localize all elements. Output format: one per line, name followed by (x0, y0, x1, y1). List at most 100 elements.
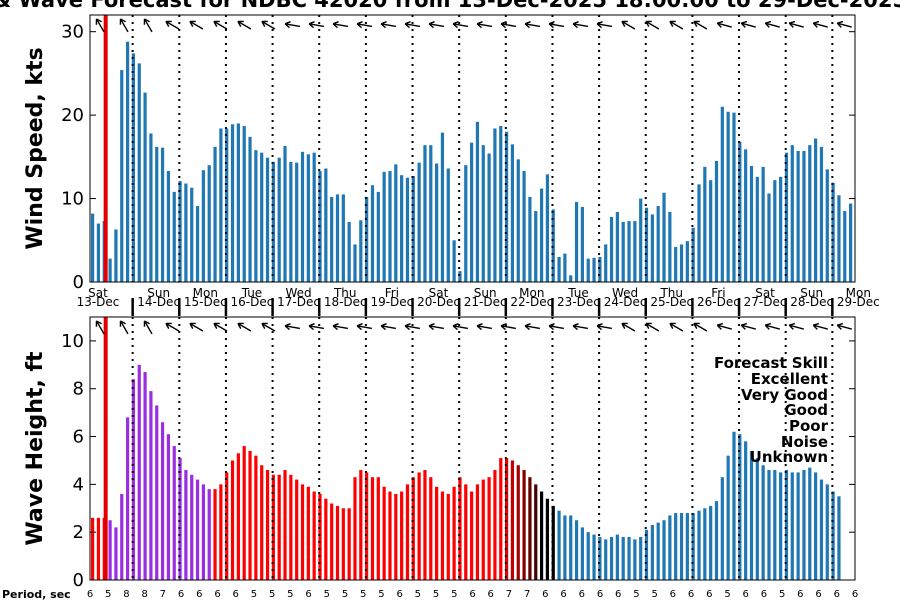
wave-bar (510, 460, 515, 580)
period-value: 5 (360, 589, 366, 600)
wave-bar (720, 477, 724, 580)
wind-bar (242, 125, 246, 282)
chart-title: & Wave Forecast for NDBC 42020 from 13-D… (0, 0, 900, 12)
wind-bar (230, 124, 235, 282)
wave-bar (633, 539, 637, 580)
wave-bar (592, 534, 596, 580)
wave-axes-frame (89, 316, 856, 581)
wave-bar (312, 491, 316, 580)
period-value: 6 (196, 589, 202, 600)
direction-arrow (261, 20, 276, 30)
wind-bar (166, 171, 171, 282)
wave-bar (534, 484, 538, 580)
wind-bar (504, 131, 509, 282)
wind-bar (493, 128, 497, 282)
direction-arrow (284, 21, 301, 29)
wind-bar (586, 258, 590, 282)
wind-axes-frame (89, 14, 856, 283)
day-name-label: Thu (659, 286, 683, 300)
wave-bar (569, 515, 573, 580)
wind-bar (219, 128, 223, 282)
wind-bar (120, 70, 124, 282)
day-date-label: 28-Dec (790, 295, 833, 309)
wave-bar (557, 510, 561, 580)
wave-bar (481, 479, 485, 580)
direction-arrow (237, 20, 252, 30)
direction-arrow (356, 323, 373, 331)
wind-bar (656, 206, 660, 282)
period-value: 5 (378, 589, 384, 600)
y-tick-label: 10 (61, 331, 84, 352)
wind-bar (837, 195, 841, 282)
wave-bar (539, 491, 544, 580)
wind-bar (615, 211, 619, 282)
direction-arrow (308, 323, 325, 331)
y-tick-label: 8 (73, 379, 84, 400)
wind-bar (382, 171, 386, 282)
day-date-label: 21-Dec (464, 295, 507, 309)
day-date-label: 24-Dec (604, 295, 647, 309)
wave-bar (120, 493, 124, 580)
wind-bar (627, 221, 631, 282)
wave-bar (604, 539, 608, 580)
wave-bar (679, 513, 684, 580)
wave-bar (726, 455, 730, 580)
period-value: 6 (579, 589, 585, 600)
wave-bar (709, 505, 713, 580)
day-name-label: Sat (755, 286, 775, 300)
wave-bar (300, 484, 305, 580)
wind-bar (195, 206, 200, 282)
wave-bar (790, 472, 794, 580)
wave-bar (574, 520, 579, 580)
wave-bar (324, 498, 328, 580)
wind-bar (662, 192, 666, 282)
wave-bar (470, 491, 474, 580)
wind-bar (254, 150, 258, 282)
wave-bar (435, 486, 439, 580)
wind-bar (306, 154, 310, 282)
wind-bar (91, 213, 95, 282)
day-name-label: Sun (474, 286, 497, 300)
day-date-label: 19-Dec (370, 295, 413, 309)
wind-bar (644, 207, 649, 282)
wind-bar (499, 125, 503, 282)
direction-arrow (693, 322, 708, 332)
direction-arrow (356, 21, 373, 29)
wind-bar (359, 220, 363, 282)
period-value: 6 (597, 589, 603, 600)
direction-arrow (428, 323, 445, 331)
day-name-label: Thu (333, 286, 357, 300)
day-name-label: Sun (147, 286, 170, 300)
wave-bar (668, 515, 672, 580)
direction-arrow (621, 20, 636, 30)
wind-bar (312, 152, 316, 282)
legend-item-poor: Poor (789, 417, 829, 435)
day-labels: Sat13-DecSun14-DecMon15-DecTue16-DecWed1… (77, 286, 880, 316)
wind-bar (551, 209, 555, 282)
wave-bar (359, 470, 363, 580)
direction-arrow (524, 323, 541, 331)
direction-arrow (189, 20, 204, 30)
period-label: Period, sec (2, 588, 71, 600)
period-value: 6 (178, 589, 184, 600)
period-row: Period, sec 6 5 8 8 7 6 6 6 6 5 5 5 6 5 5 5 5 6 5 5 5 6 6 7 7 6 6 6… (2, 588, 858, 601)
wave-bar (773, 470, 777, 580)
wind-bar (604, 244, 608, 282)
wind-bar (639, 198, 643, 282)
legend-title: Forecast Skill (714, 354, 828, 372)
direction-arrow (572, 323, 589, 331)
direction-arrow (500, 323, 517, 331)
wave-bar (504, 458, 509, 580)
wave-bar (213, 489, 217, 580)
wave-bar (697, 510, 701, 580)
wave-bar (685, 513, 689, 580)
direction-arrow (284, 323, 301, 331)
direction-arrow (500, 21, 517, 29)
period-value: 6 (469, 589, 475, 600)
wave-bar (143, 371, 147, 580)
wind-bar (598, 256, 602, 282)
wave-bar (464, 484, 468, 580)
wave-bar (703, 508, 707, 580)
wind-bar (802, 151, 806, 282)
period-value: 5 (724, 589, 730, 600)
